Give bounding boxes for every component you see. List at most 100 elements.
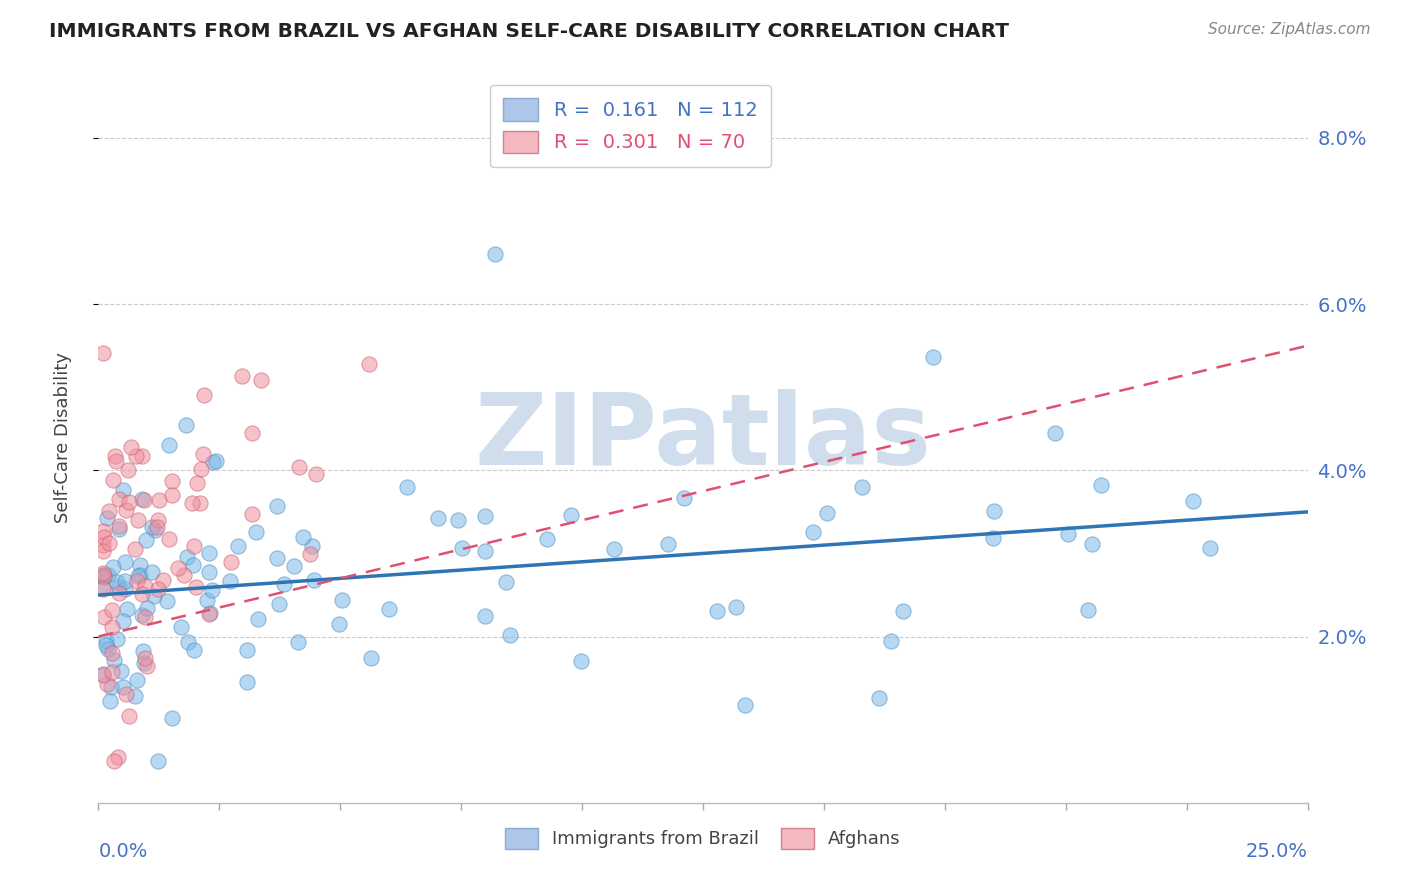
Point [148, 493, 170, 508]
Legend: Immigrants from Brazil, Afghans: Immigrants from Brazil, Afghans [498, 821, 908, 856]
Point [114, 582, 136, 596]
Point [305, 467, 328, 481]
Point [112, 483, 135, 498]
Point [657, 537, 679, 551]
Point [201, 455, 224, 469]
Point [193, 388, 215, 402]
Point [127, 574, 149, 589]
Point [146, 582, 169, 597]
Point [135, 658, 157, 673]
Point [115, 503, 138, 517]
Point [141, 565, 163, 579]
Point [146, 520, 169, 534]
Point [136, 601, 159, 615]
Point [474, 544, 496, 558]
Point [94, 634, 117, 648]
Point [131, 586, 153, 600]
Point [1077, 603, 1099, 617]
Point [250, 373, 273, 387]
Point [91, 544, 114, 558]
Point [198, 607, 221, 621]
Point [105, 632, 128, 646]
Point [377, 601, 399, 615]
Point [725, 600, 748, 615]
Point [91, 581, 114, 595]
Point [104, 449, 127, 463]
Point [134, 579, 156, 593]
Point [167, 561, 190, 575]
Point [330, 593, 353, 607]
Point [101, 603, 124, 617]
Point [93, 567, 115, 582]
Point [1081, 537, 1104, 551]
Point [117, 463, 139, 477]
Point [97, 536, 120, 550]
Point [114, 574, 136, 588]
Point [103, 559, 125, 574]
Point [107, 519, 129, 533]
Point [120, 440, 142, 454]
Point [569, 654, 592, 668]
Point [124, 541, 146, 556]
Point [219, 555, 242, 569]
Point [240, 507, 263, 521]
Point [157, 437, 180, 451]
Point [231, 369, 253, 384]
Point [447, 513, 470, 527]
Point [183, 642, 205, 657]
Point [91, 668, 114, 682]
Point [103, 653, 125, 667]
Point [177, 635, 200, 649]
Point [118, 709, 141, 723]
Point [266, 551, 288, 566]
Point [91, 568, 114, 582]
Point [560, 508, 582, 522]
Point [103, 754, 125, 768]
Point [287, 459, 309, 474]
Point [1182, 494, 1205, 508]
Point [170, 620, 193, 634]
Point [815, 506, 838, 520]
Point [395, 480, 418, 494]
Point [132, 644, 155, 658]
Point [91, 566, 114, 580]
Point [603, 542, 626, 557]
Point [267, 597, 290, 611]
Point [118, 495, 141, 509]
Point [183, 539, 205, 553]
Point [673, 491, 696, 505]
Point [706, 604, 728, 618]
Point [181, 496, 204, 510]
Point [105, 575, 128, 590]
Point [91, 582, 114, 597]
Point [91, 666, 114, 681]
Point [93, 530, 115, 544]
Point [181, 558, 204, 573]
Point [499, 628, 522, 642]
Point [891, 604, 914, 618]
Point [127, 568, 149, 582]
Point [734, 698, 756, 712]
Point [474, 608, 496, 623]
Point [127, 513, 149, 527]
Point [108, 586, 131, 600]
Point [141, 520, 163, 534]
Point [156, 594, 179, 608]
Point [360, 651, 382, 665]
Point [218, 574, 240, 589]
Point [304, 573, 326, 587]
Point [146, 512, 169, 526]
Point [100, 646, 122, 660]
Point [184, 580, 207, 594]
Point [287, 634, 309, 648]
Point [108, 491, 131, 506]
Point [91, 346, 114, 360]
Point [131, 491, 153, 506]
Point [484, 247, 506, 261]
Point [160, 474, 183, 488]
Point [198, 546, 221, 560]
Text: Source: ZipAtlas.com: Source: ZipAtlas.com [1208, 22, 1371, 37]
Point [125, 450, 148, 464]
Point [96, 638, 118, 652]
Point [236, 642, 259, 657]
